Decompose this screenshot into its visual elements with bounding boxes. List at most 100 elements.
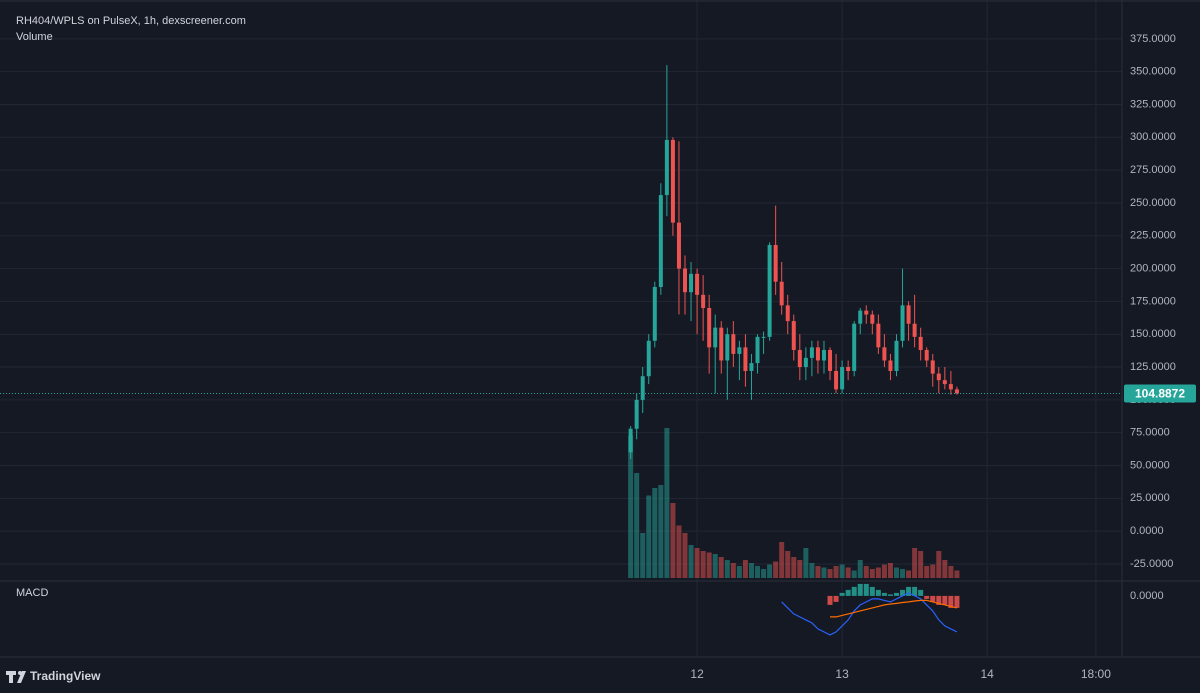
candle-body xyxy=(791,321,796,350)
macd-histogram-bar xyxy=(948,595,954,608)
candle-body xyxy=(870,314,875,324)
candle-body xyxy=(634,399,639,429)
candle-body xyxy=(809,347,814,358)
volume-bar xyxy=(821,567,827,578)
candle-body xyxy=(828,349,833,371)
volume-label: Volume xyxy=(16,31,53,43)
volume-bar xyxy=(954,570,960,578)
y-tick-label: 0.0000 xyxy=(1130,525,1164,537)
candle-body xyxy=(858,310,863,324)
volume-bar xyxy=(634,473,640,578)
macd-histogram-bar xyxy=(887,594,893,596)
candle-body xyxy=(942,380,947,385)
volume-bar xyxy=(730,563,736,578)
y-tick-label: 375.0000 xyxy=(1130,33,1176,45)
volume-bar xyxy=(906,570,912,578)
volume-bar xyxy=(797,560,803,578)
candle-body xyxy=(936,373,941,381)
volume-bar xyxy=(748,563,754,578)
macd-histogram-bar xyxy=(875,589,881,596)
x-tick-label: 12 xyxy=(690,667,704,681)
volume-bar xyxy=(881,564,887,578)
logo-dot xyxy=(18,671,22,675)
macd-histogram-bar xyxy=(827,595,833,605)
candle-body xyxy=(652,286,657,341)
macd-line xyxy=(781,592,958,636)
macd-histogram-bar xyxy=(930,595,936,602)
macd-histogram-bar xyxy=(936,595,942,605)
macd-histogram-bar xyxy=(851,586,857,596)
y-tick-label: 75.0000 xyxy=(1130,427,1170,439)
candle-body xyxy=(743,347,748,371)
volume-bar xyxy=(809,563,815,578)
volume-bar xyxy=(948,566,954,578)
candle-body xyxy=(948,384,953,390)
volume-bar xyxy=(706,552,712,578)
volume-bar xyxy=(815,566,821,578)
volume-bar xyxy=(736,566,742,578)
candle-body xyxy=(821,349,826,361)
x-tick-label: 18:00 xyxy=(1081,667,1111,681)
candle-body xyxy=(664,139,669,196)
macd-histogram-bar xyxy=(833,595,839,602)
macd-histogram-bar xyxy=(845,589,851,596)
volume-bar xyxy=(936,551,942,578)
candle-body xyxy=(707,307,712,348)
volume-bar xyxy=(767,564,773,578)
volume-bar xyxy=(857,560,863,578)
candle-body xyxy=(954,389,959,394)
candle-body xyxy=(900,305,905,341)
candle-body xyxy=(767,244,772,337)
y-tick-label: 275.0000 xyxy=(1130,164,1176,176)
candle-body xyxy=(658,195,663,287)
volume-bar xyxy=(833,566,839,578)
brand: TradingView xyxy=(30,669,101,683)
volume-bar xyxy=(785,551,791,578)
volume-bar xyxy=(900,569,906,578)
candle-body xyxy=(640,376,645,400)
candle-body xyxy=(749,363,754,371)
macd-histogram-bar xyxy=(839,592,845,596)
volume-bar xyxy=(875,567,881,578)
candle-body xyxy=(713,327,718,348)
y-tick-label: 50.0000 xyxy=(1130,459,1170,471)
candle-body xyxy=(773,244,778,282)
macd-histogram-bar xyxy=(863,583,869,596)
volume-bar xyxy=(718,557,724,578)
macd-histogram-bar xyxy=(912,586,918,596)
volume-bar xyxy=(670,503,676,578)
volume-bar xyxy=(664,428,670,578)
macd-histogram-bar xyxy=(924,595,930,599)
volume-bar xyxy=(893,567,899,578)
candle-body xyxy=(737,347,742,354)
candle-body xyxy=(894,340,899,371)
y-tick-label: 175.0000 xyxy=(1130,295,1176,307)
candle-body xyxy=(779,281,784,306)
candle-body xyxy=(906,305,911,324)
last-price-box xyxy=(1124,384,1196,403)
candle-body xyxy=(888,360,893,371)
candle-body xyxy=(797,349,802,368)
y-tick-label: 325.0000 xyxy=(1130,98,1176,110)
volume-bar xyxy=(845,567,851,578)
candle-body xyxy=(834,370,839,390)
candle-body xyxy=(803,357,808,368)
y-tick-label: -25.0000 xyxy=(1130,558,1173,570)
volume-bar xyxy=(930,564,936,578)
candle-body xyxy=(676,222,681,269)
macd-histogram-bar xyxy=(906,586,912,596)
y-tick-label: 225.0000 xyxy=(1130,230,1176,242)
candle-body xyxy=(689,273,694,293)
volume-bar xyxy=(851,570,857,578)
volume-bar xyxy=(688,545,694,578)
volume-bar xyxy=(700,551,706,578)
volume-bar xyxy=(887,563,893,578)
volume-bar xyxy=(863,566,869,578)
y-tick-label: 350.0000 xyxy=(1130,66,1176,78)
candle-body xyxy=(695,273,700,295)
macd-label: MACD xyxy=(16,587,48,599)
y-tick-label: 200.0000 xyxy=(1130,262,1176,274)
volume-bar xyxy=(924,566,930,578)
candle-body xyxy=(912,323,917,337)
